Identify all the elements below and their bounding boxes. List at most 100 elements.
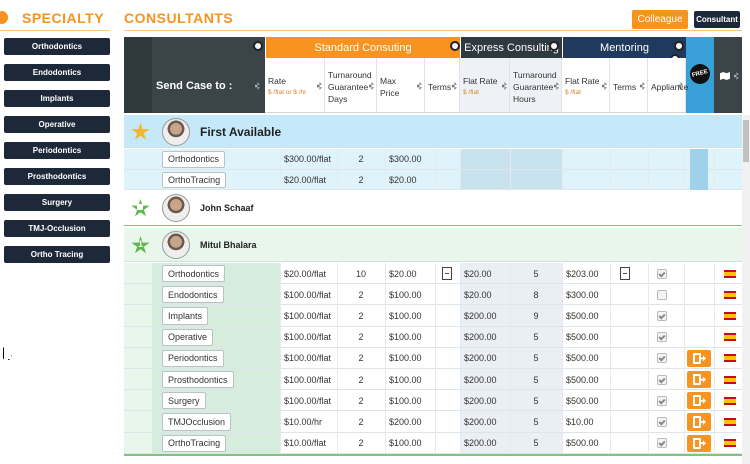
max-price: $300.00 (389, 154, 422, 165)
consultant-row (124, 115, 742, 148)
max-price: $20.00 (389, 268, 417, 279)
cell-divider (610, 284, 611, 306)
specialty-tag[interactable]: OrthoTracing (162, 434, 227, 452)
mentoring-rate: $300.00 (566, 289, 599, 300)
appliance-checkbox (657, 332, 667, 343)
appliance-checkbox (657, 311, 667, 321)
days: 2 (358, 353, 364, 364)
sort-arrows (417, 82, 422, 90)
column-unit: $ /flat or $ /hr (268, 89, 307, 96)
share-button[interactable] (687, 434, 711, 452)
specialty-button[interactable]: Ortho Tracing (4, 246, 110, 263)
share-button[interactable] (687, 349, 711, 367)
cell-divider (648, 263, 649, 285)
mentoring-rate: $500.00 (566, 332, 599, 343)
express-cell (460, 305, 562, 327)
cell-divider (562, 432, 563, 454)
cell-divider (337, 305, 338, 327)
language-flag (724, 333, 736, 342)
cell-divider (714, 326, 715, 348)
days: 2 (358, 310, 364, 321)
specialty-tag[interactable]: OrthoTracing (162, 171, 227, 188)
free-cell (690, 149, 708, 170)
scrollbar-track (742, 115, 750, 464)
group-header: Mentoring (562, 37, 686, 58)
express-cell (460, 149, 562, 170)
cell-divider (435, 149, 436, 170)
days: 10 (355, 268, 366, 279)
cell-divider (610, 305, 611, 327)
appliance-checkbox (657, 268, 667, 279)
sort-arrows (502, 82, 507, 90)
sort-arrows (317, 82, 322, 90)
row-gutter (124, 390, 152, 412)
specialty-button[interactable]: Prosthodontics (4, 168, 110, 185)
specialty-tag[interactable]: Operative (162, 328, 214, 346)
express-cell (460, 369, 562, 391)
express-rate: $200.00 (464, 353, 497, 364)
specialty-tag[interactable]: Endodontics (162, 286, 224, 304)
share-button[interactable] (687, 371, 711, 389)
cell-divider (337, 284, 338, 306)
appliance-checkbox (657, 353, 667, 364)
express-hours: 5 (533, 374, 539, 385)
language-flag (724, 375, 736, 384)
specialty-tag[interactable]: TMJOcclusion (162, 413, 232, 431)
consultant-name: Mitul Bhalara (200, 240, 257, 250)
consultant-button[interactable]: Consultant (694, 11, 740, 28)
express-hours: 9 (533, 310, 539, 321)
specialty-tag[interactable]: Prosthodontics (162, 371, 234, 389)
specialty-button[interactable]: Orthodontics (4, 38, 110, 55)
cell-divider (435, 347, 436, 369)
column-label: Flat Rate (565, 76, 600, 86)
specialty-tag[interactable]: Periodontics (162, 349, 224, 367)
avatar (162, 194, 190, 222)
row-gutter (124, 305, 152, 327)
cell-divider (280, 411, 281, 433)
rate: $10.00/flat (284, 438, 327, 449)
cell-divider (610, 432, 611, 454)
colleague-button[interactable]: Colleague (632, 10, 688, 29)
specialty-button[interactable]: Endodontics (4, 64, 110, 81)
title-rule (124, 30, 742, 31)
sidebar-rule (0, 30, 110, 31)
cell-divider (280, 347, 281, 369)
cell-divider (684, 432, 685, 454)
specialty-tag[interactable]: Implants (162, 307, 209, 325)
cell-divider (610, 326, 611, 348)
share-glyph (693, 437, 701, 449)
cell-divider (714, 305, 715, 327)
express-hours: 5 (533, 395, 539, 406)
row-gutter (124, 347, 152, 369)
cell-divider (460, 390, 461, 412)
specialty-tag[interactable]: Orthodontics (162, 265, 226, 283)
cell-divider (385, 347, 386, 369)
group-header: Express Consulting (460, 37, 562, 58)
appliance-checkbox (657, 417, 667, 427)
share-button[interactable] (687, 392, 711, 410)
days: 2 (358, 438, 364, 449)
specialty-button[interactable]: TMJ-Occlusion (4, 220, 110, 237)
cell-divider (280, 305, 281, 327)
express-rate: $200.00 (464, 416, 497, 427)
cell-divider (510, 284, 511, 306)
specialty-tag[interactable]: Orthodontics (162, 151, 226, 168)
mentoring-rate: $500.00 (566, 374, 599, 385)
share-button[interactable] (687, 413, 711, 431)
cell-divider (435, 432, 436, 454)
cell-divider (648, 284, 649, 306)
cell-divider (714, 284, 715, 306)
specialty-tag[interactable]: Surgery (162, 392, 206, 410)
cell-divider (280, 326, 281, 348)
row-gutter (124, 263, 152, 285)
express-cell (460, 411, 562, 433)
express-hours: 8 (533, 289, 539, 300)
cell-divider (648, 432, 649, 454)
cell-divider (510, 326, 511, 348)
check-mark (658, 312, 666, 320)
specialty-button[interactable]: Periodontics (4, 142, 110, 159)
specialty-button[interactable]: Implants (4, 90, 110, 107)
specialty-button[interactable]: Operative (4, 116, 110, 133)
cell-divider (280, 149, 281, 170)
specialty-button[interactable]: Surgery (4, 194, 110, 211)
